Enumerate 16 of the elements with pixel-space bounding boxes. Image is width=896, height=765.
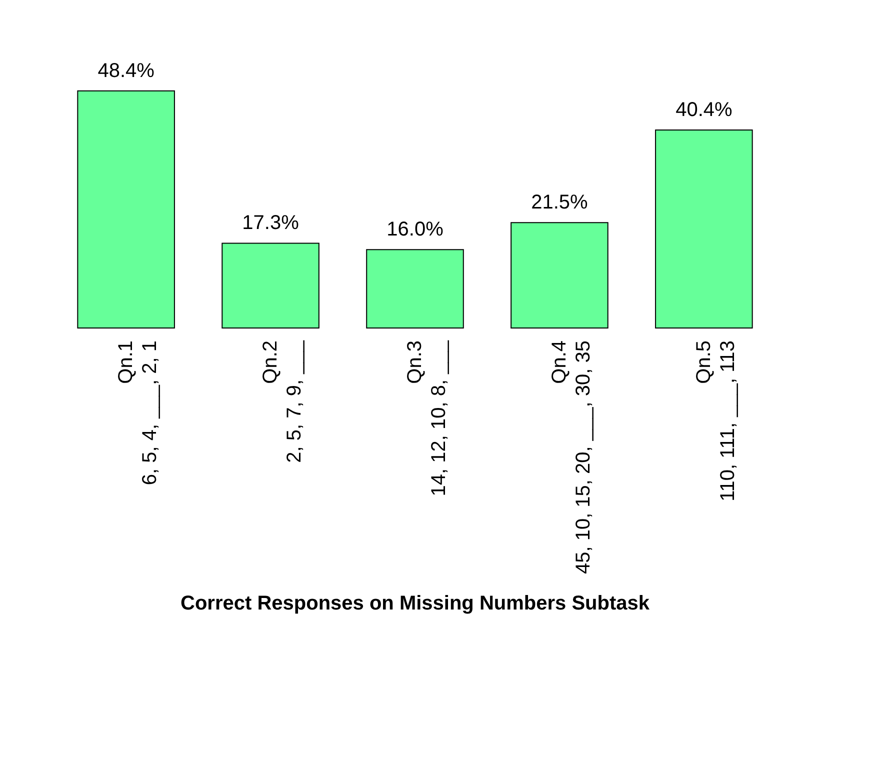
data-label: 48.4% [98, 60, 155, 82]
bar [510, 222, 608, 328]
x-tick-label: Qn.3 14, 12, 10, 8, ___ [404, 340, 450, 496]
text: Correct Responses on Missing Numbers Subtask [180, 592, 650, 615]
bar [655, 130, 753, 328]
bar [222, 242, 320, 328]
bar [366, 249, 464, 328]
x-tick-label: Qn.2 2, 5, 7, 9, ___ [260, 340, 306, 463]
data-label: 17.3% [242, 212, 300, 234]
data-label: 16.0% [386, 218, 444, 241]
data-label: 40.4% [676, 99, 732, 122]
bar [77, 90, 175, 328]
data-label: 21.5% [531, 192, 588, 214]
x-tick-label: Qn.4 45, 10, 15, 20, ___, 30, 35 [548, 340, 594, 574]
x-tick-label: Qn.1 6, 5, 4, ___, 2, 1 [115, 340, 162, 486]
x-tick-label: Qn.5 110, 111, ___, 113 [692, 340, 739, 502]
